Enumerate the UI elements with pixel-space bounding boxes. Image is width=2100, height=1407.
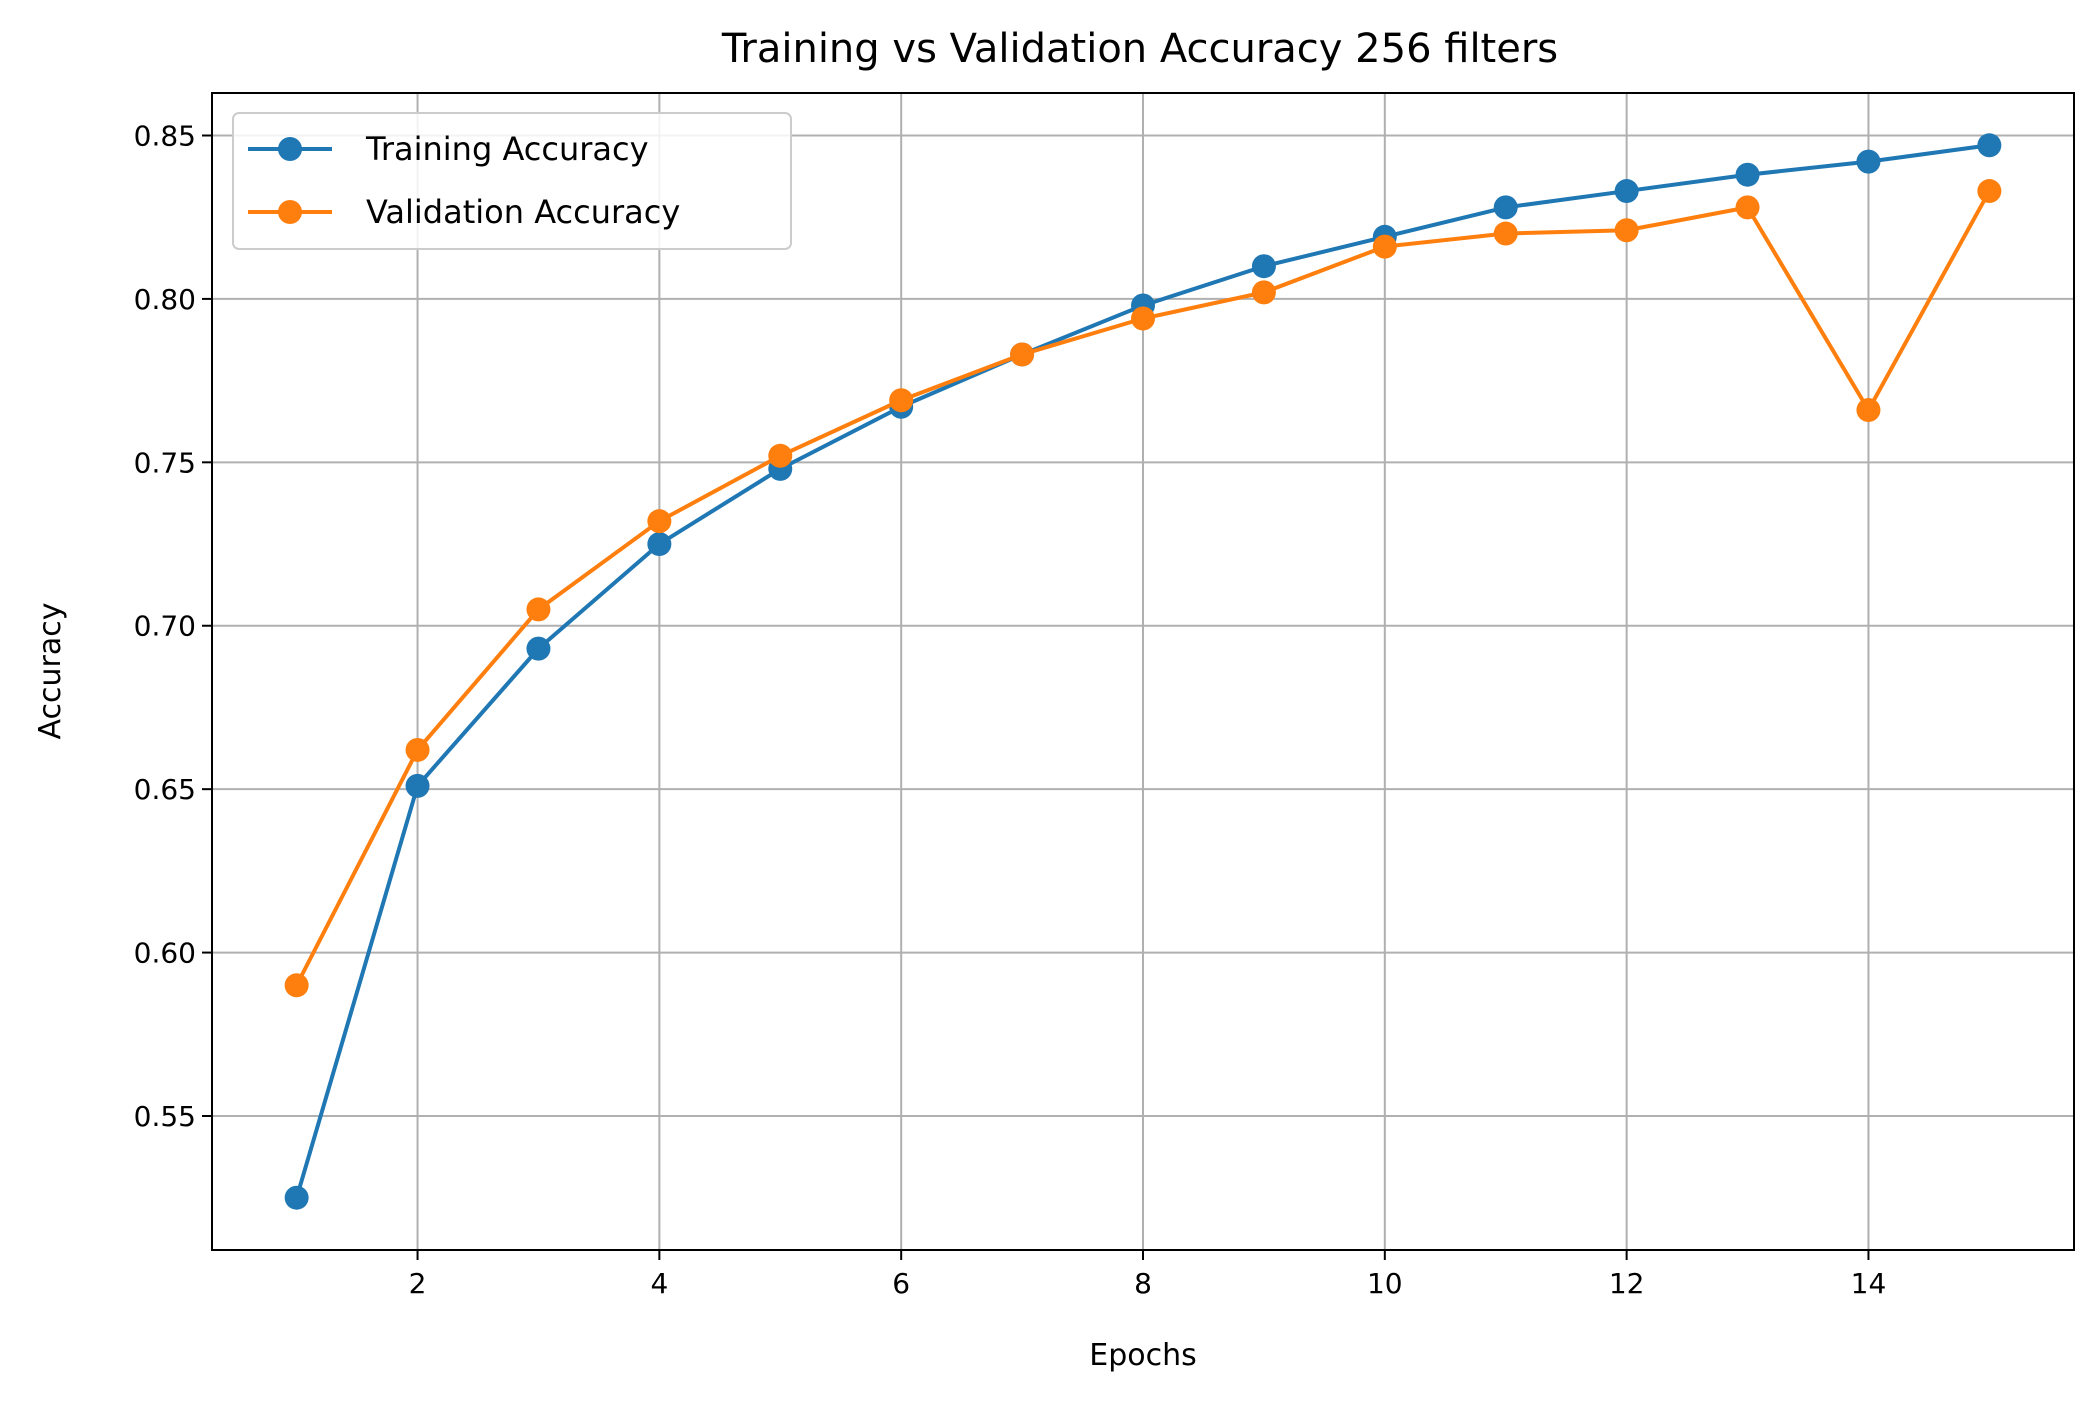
legend-marker xyxy=(278,200,302,224)
legend-box xyxy=(232,112,792,250)
x-tick-label: 14 xyxy=(1851,1267,1887,1300)
data-point xyxy=(284,973,309,998)
data-point xyxy=(647,532,672,557)
data-point xyxy=(1856,398,1881,423)
legend-marker xyxy=(278,137,302,161)
data-point xyxy=(1977,179,2002,204)
y-tick-label: 0.75 xyxy=(134,446,196,479)
data-point xyxy=(768,443,793,468)
data-point xyxy=(1614,218,1639,243)
data-point xyxy=(1493,221,1518,246)
data-point xyxy=(405,773,430,798)
data-point xyxy=(1251,280,1276,305)
axis-ticks: 2 4 6 8 10 12 14 0.55 0.60 0.65 0.70 0.75 0.80 0.85 xyxy=(134,119,1887,1300)
x-tick-label: 2 xyxy=(409,1267,427,1300)
y-tick-label: 0.60 xyxy=(134,937,196,970)
data-point xyxy=(1735,162,1760,187)
x-tick-label: 12 xyxy=(1609,1267,1645,1300)
data-point xyxy=(1493,195,1518,220)
y-tick-label: 0.55 xyxy=(134,1100,196,1133)
data-point xyxy=(647,509,672,534)
data-point xyxy=(1010,342,1035,367)
y-tick-label: 0.80 xyxy=(134,283,196,316)
x-tick-label: 10 xyxy=(1367,1267,1403,1300)
x-axis-title: Epochs xyxy=(1089,1338,1197,1373)
data-point xyxy=(526,597,551,622)
series-validation-accuracy xyxy=(284,179,2002,998)
x-tick-label: 4 xyxy=(650,1267,668,1300)
y-tick-label: 0.70 xyxy=(134,610,196,643)
data-point xyxy=(405,737,430,762)
data-point xyxy=(1372,234,1397,259)
x-tick-label: 8 xyxy=(1134,1267,1152,1300)
data-point xyxy=(1856,149,1881,174)
legend-label: Validation Accuracy xyxy=(366,193,680,231)
y-tick-label: 0.65 xyxy=(134,773,196,806)
data-point xyxy=(889,388,914,413)
data-point xyxy=(526,636,551,661)
legend: Training Accuracy Validation Accuracy xyxy=(232,112,792,250)
grid-lines xyxy=(212,93,2074,1250)
y-tick-label: 0.85 xyxy=(134,119,196,152)
y-axis-title: Accuracy xyxy=(33,603,68,740)
data-point xyxy=(1614,179,1639,204)
data-point xyxy=(1977,133,2002,158)
data-point xyxy=(284,1185,309,1210)
data-point xyxy=(1251,254,1276,279)
chart-title: Training vs Validation Accuracy 256 filt… xyxy=(721,26,1558,72)
data-point xyxy=(1131,306,1155,331)
legend-label: Training Accuracy xyxy=(365,130,649,168)
series-layer xyxy=(284,133,2002,1210)
x-tick-label: 6 xyxy=(892,1267,910,1300)
data-point xyxy=(1735,195,1760,220)
